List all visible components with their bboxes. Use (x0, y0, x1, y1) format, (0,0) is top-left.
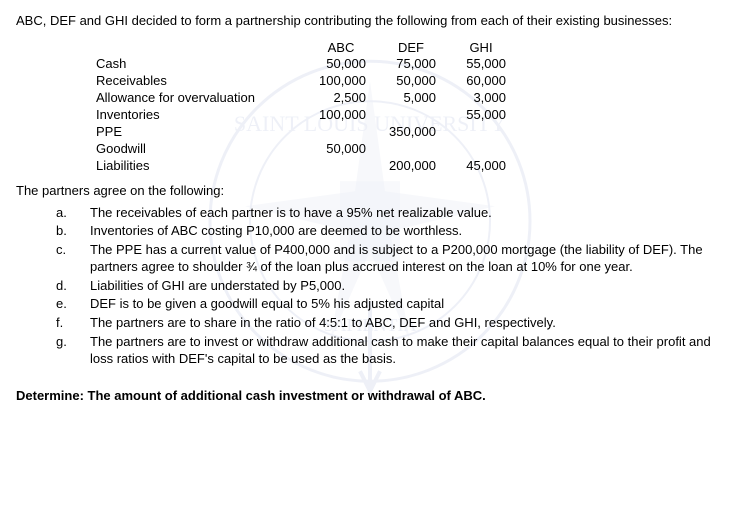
item-text: The partners are to invest or withdraw a… (90, 333, 724, 368)
table-row: Inventories 100,000 55,000 (96, 107, 516, 124)
table-row: Allowance for overvaluation 2,500 5,000 … (96, 90, 516, 107)
row-label: Liabilities (96, 158, 306, 175)
row-label: Allowance for overvaluation (96, 90, 306, 107)
row-label: Cash (96, 56, 306, 73)
header-abc: ABC (306, 40, 376, 57)
agree-text: The partners agree on the following: (16, 183, 724, 198)
contributions-table: ABC DEF GHI Cash 50,000 75,000 55,000 Re… (96, 40, 724, 175)
item-text: The partners are to share in the ratio o… (90, 314, 724, 332)
item-letter: e. (56, 295, 90, 313)
item-letter: c. (56, 241, 90, 276)
item-letter: a. (56, 204, 90, 222)
row-label: Goodwill (96, 141, 306, 158)
list-item: a. The receivables of each partner is to… (56, 204, 724, 222)
terms-list: a. The receivables of each partner is to… (56, 204, 724, 368)
item-text: Inventories of ABC costing P10,000 are d… (90, 222, 724, 240)
list-item: d. Liabilities of GHI are understated by… (56, 277, 724, 295)
table-row: Receivables 100,000 50,000 60,000 (96, 73, 516, 90)
cell: 3,000 (446, 90, 516, 107)
list-item: f. The partners are to share in the rati… (56, 314, 724, 332)
item-letter: f. (56, 314, 90, 332)
item-text: The PPE has a current value of P400,000 … (90, 241, 724, 276)
item-text: Liabilities of GHI are understated by P5… (90, 277, 724, 295)
cell: 100,000 (306, 73, 376, 90)
item-text: DEF is to be given a goodwill equal to 5… (90, 295, 724, 313)
cell: 55,000 (446, 56, 516, 73)
determine-text: Determine: The amount of additional cash… (16, 388, 724, 403)
header-blank (96, 40, 306, 57)
cell: 200,000 (376, 158, 446, 175)
cell (446, 124, 516, 141)
table-row: PPE 350,000 (96, 124, 516, 141)
item-text: The receivables of each partner is to ha… (90, 204, 724, 222)
item-letter: d. (56, 277, 90, 295)
cell: 50,000 (306, 141, 376, 158)
row-label: Receivables (96, 73, 306, 90)
item-letter: b. (56, 222, 90, 240)
cell: 100,000 (306, 107, 376, 124)
table-row: Goodwill 50,000 (96, 141, 516, 158)
list-item: b. Inventories of ABC costing P10,000 ar… (56, 222, 724, 240)
cell: 350,000 (376, 124, 446, 141)
list-item: g. The partners are to invest or withdra… (56, 333, 724, 368)
cell: 2,500 (306, 90, 376, 107)
cell (376, 141, 446, 158)
cell (306, 158, 376, 175)
cell: 50,000 (306, 56, 376, 73)
intro-text: ABC, DEF and GHI decided to form a partn… (16, 12, 724, 30)
header-ghi: GHI (446, 40, 516, 57)
list-item: e. DEF is to be given a goodwill equal t… (56, 295, 724, 313)
row-label: Inventories (96, 107, 306, 124)
list-item: c. The PPE has a current value of P400,0… (56, 241, 724, 276)
cell: 75,000 (376, 56, 446, 73)
header-def: DEF (376, 40, 446, 57)
cell: 45,000 (446, 158, 516, 175)
cell: 60,000 (446, 73, 516, 90)
item-letter: g. (56, 333, 90, 368)
cell: 5,000 (376, 90, 446, 107)
cell: 50,000 (376, 73, 446, 90)
cell: 55,000 (446, 107, 516, 124)
cell (446, 141, 516, 158)
cell (376, 107, 446, 124)
cell (306, 124, 376, 141)
table-row: Cash 50,000 75,000 55,000 (96, 56, 516, 73)
row-label: PPE (96, 124, 306, 141)
table-row: Liabilities 200,000 45,000 (96, 158, 516, 175)
